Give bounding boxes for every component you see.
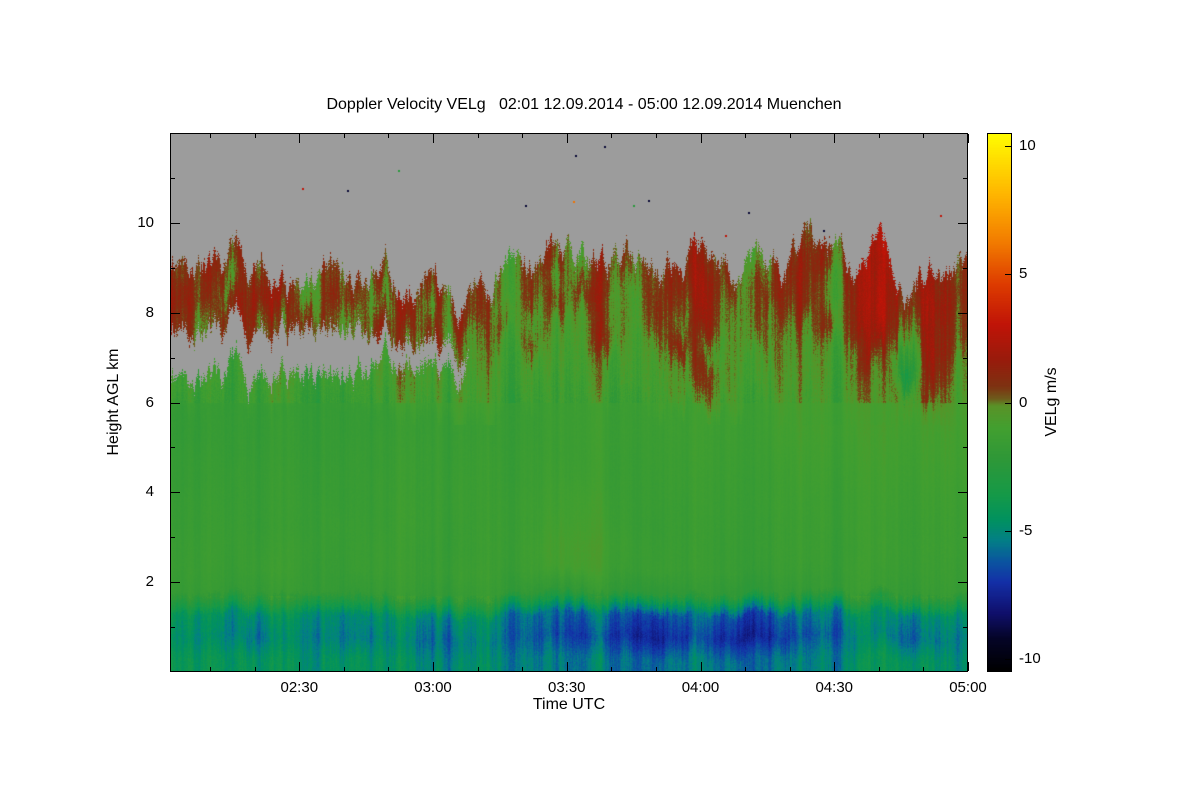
colorbar-canvas [988,133,1012,672]
chart-title: Doppler Velocity VELg 02:01 12.09.2014 -… [326,96,842,113]
colorbar-tick-label: 5 [1019,265,1028,283]
y-tick-label: 6 [145,393,154,411]
y-tick-label: 8 [145,303,154,321]
x-tick-label: 05:00 [949,679,987,696]
colorbar-tick-label: -5 [1019,521,1033,539]
colorbar-tick-label: -10 [1019,650,1041,668]
x-tick-label: 02:30 [280,679,319,696]
colorbar-tick-label: 0 [1019,393,1028,411]
x-axis-label: Time UTC [532,696,606,713]
y-tick-label: 2 [145,573,154,591]
x-tick-label: 04:30 [815,679,854,696]
x-tick-label: 03:00 [414,679,452,696]
x-tick-label: 04:00 [681,679,720,696]
y-tick-label: 10 [137,213,154,231]
x-tick-label: 03:30 [547,679,586,696]
heatmap-canvas [170,133,968,672]
y-tick-label: 4 [145,483,154,501]
colorbar-tick-label: 10 [1019,136,1036,154]
